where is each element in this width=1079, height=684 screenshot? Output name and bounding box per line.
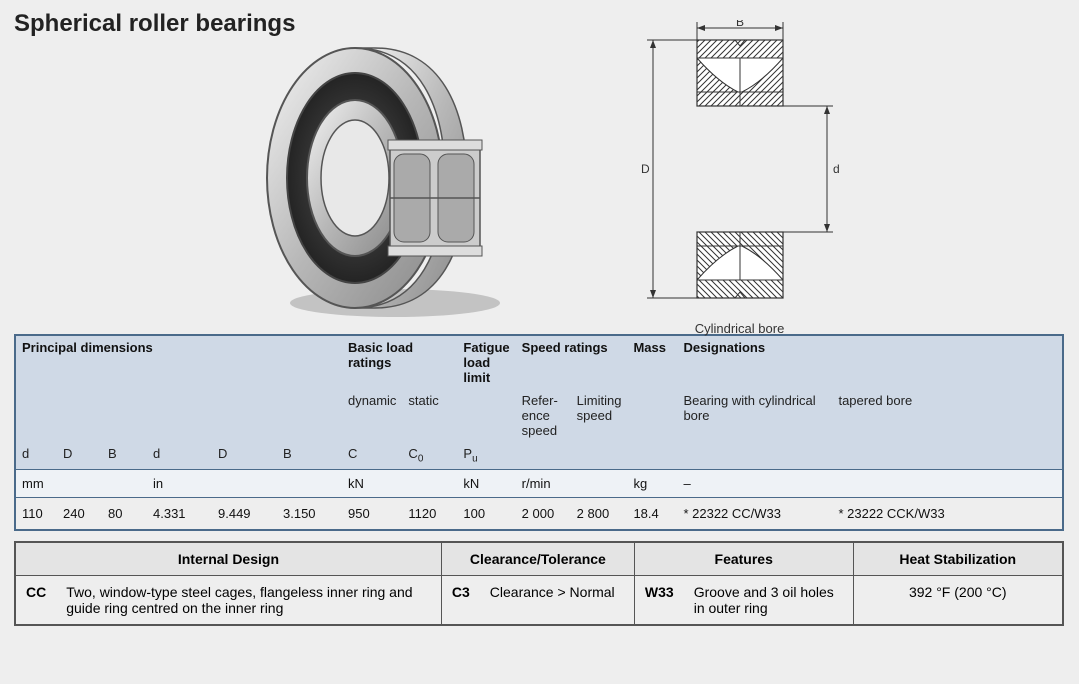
svg-text:B: B — [736, 20, 744, 29]
table-row: CC Two, window-type steel cages, flangel… — [15, 575, 1063, 625]
internal-code: CC — [15, 575, 56, 625]
unit-dash: – — [677, 469, 1063, 497]
attr-table: Internal Design Clearance/Tolerance Feat… — [14, 541, 1064, 626]
col-d-in: d — [147, 442, 212, 469]
sub-dynamic: dynamic — [348, 393, 396, 408]
val-C0: 1120 — [402, 497, 457, 530]
spec-table: Principal dimensions Basic load ratings … — [14, 334, 1064, 531]
internal-text: Two, window-type steel cages, flangeless… — [56, 575, 441, 625]
val-B-in: 3.150 — [277, 497, 342, 530]
features-code: W33 — [634, 575, 683, 625]
clearance-code: C3 — [441, 575, 479, 625]
col-D-mm: D — [57, 442, 102, 469]
unit-in: in — [147, 469, 342, 497]
hdr-speed: Speed ratings — [522, 340, 608, 355]
clearance-text: Clearance > Normal — [480, 575, 635, 625]
val-ref: 2 000 — [516, 497, 571, 530]
unit-kg: kg — [627, 469, 677, 497]
unit-kN1: kN — [342, 469, 457, 497]
sub-refspeed: Refer-ence speed — [522, 393, 558, 438]
heat-text: 392 °F (200 °C) — [853, 575, 1063, 625]
val-des1: * 22322 CC/W33 — [677, 497, 832, 530]
sub-limspeed: Limiting speed — [577, 393, 622, 423]
table-row: 110 240 80 4.331 9.449 3.150 950 1120 10… — [15, 497, 1063, 530]
val-lim: 2 800 — [571, 497, 628, 530]
unit-kN2: kN — [457, 469, 515, 497]
hdr-mass: Mass — [633, 340, 666, 355]
attr-hdr-internal: Internal Design — [15, 542, 441, 576]
features-text: Groove and 3 oil holes in outer ring — [684, 575, 853, 625]
svg-text:D: D — [641, 162, 650, 176]
attr-hdr-features: Features — [634, 542, 853, 576]
sub-cyl: Bearing with cylindrical bore — [683, 393, 815, 423]
col-D-in: D — [212, 442, 277, 469]
hdr-designations: Designations — [683, 340, 765, 355]
val-D-mm: 240 — [57, 497, 102, 530]
schematic-image: B D d — [635, 20, 845, 310]
val-Pu: 100 — [457, 497, 515, 530]
col-C0: C0 — [402, 442, 457, 469]
sub-tap: tapered bore — [838, 393, 912, 408]
hdr-basicload: Basic load ratings — [348, 340, 451, 370]
val-d-mm: 110 — [15, 497, 57, 530]
col-d-mm: d — [15, 442, 57, 469]
hdr-fatigue: Fatigue load limit — [463, 340, 509, 385]
unit-rmin: r/min — [516, 469, 628, 497]
col-C: C — [342, 442, 402, 469]
attr-hdr-heat: Heat Stabilization — [853, 542, 1063, 576]
unit-mm: mm — [15, 469, 147, 497]
hdr-principal: Principal dimensions — [22, 340, 153, 355]
schematic-caption: Cylindrical bore — [635, 321, 845, 336]
val-mass: 18.4 — [627, 497, 677, 530]
svg-text:d: d — [833, 162, 840, 176]
bearing-3d-image — [235, 28, 535, 328]
sub-static: static — [408, 393, 438, 408]
illustration-row: B D d — [14, 18, 1065, 328]
val-d-in: 4.331 — [147, 497, 212, 530]
col-Pu: Pu — [457, 442, 515, 469]
col-B-in: B — [277, 442, 342, 469]
attr-hdr-clearance: Clearance/Tolerance — [441, 542, 634, 576]
val-D-in: 9.449 — [212, 497, 277, 530]
val-B-mm: 80 — [102, 497, 147, 530]
val-des2: * 23222 CCK/W33 — [832, 497, 1063, 530]
val-C: 950 — [342, 497, 402, 530]
col-B-mm: B — [102, 442, 147, 469]
